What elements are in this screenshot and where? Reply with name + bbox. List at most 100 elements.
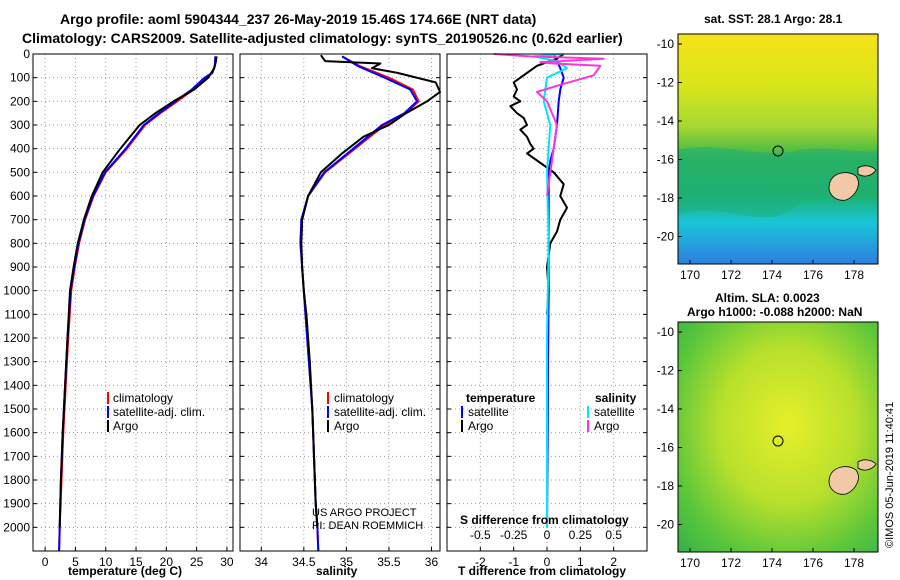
x-tick-label: 35	[340, 555, 354, 569]
depth-tick-label: 1800	[3, 473, 30, 487]
map-lat-label: -10	[657, 325, 675, 339]
x-tick-label: 2	[610, 555, 617, 569]
map-lon-label: 178	[844, 556, 864, 570]
series-line-argo	[300, 54, 441, 528]
x-tick-label: 36	[425, 555, 439, 569]
depth-tick-label: 1200	[3, 331, 30, 345]
x-tick-label: 35.5	[377, 555, 401, 569]
island-shape	[857, 165, 877, 177]
island-shape	[828, 172, 859, 201]
legend-label: climatology	[334, 391, 394, 405]
x-tick-label: 0	[544, 555, 551, 569]
legend-label: satellite-adj. clim.	[113, 405, 205, 419]
depth-tick-label: 1100	[4, 307, 30, 321]
island-shape	[857, 459, 877, 471]
s-difference-label: S difference from climatology	[460, 513, 629, 527]
depth-tick-label: 1400	[3, 378, 30, 392]
legend-heading-temperature: temperature	[466, 391, 536, 405]
temperature-panel: 0 5 10 15 20 25 30 temperature (deg C) climato…	[32, 53, 234, 578]
legend-label: satellite-adj. clim.	[334, 405, 426, 419]
s-difference-tick-label: 0	[544, 528, 551, 542]
series-line-argo	[493, 53, 605, 197]
temperature-frame	[32, 53, 234, 552]
depth-tick-label: 1300	[3, 355, 30, 369]
map-lon-label: 178	[844, 268, 864, 282]
imos-stamp: ©IMOS 05-Jun-2019 11:40:41	[884, 402, 896, 548]
map-lat-label: -18	[657, 479, 675, 493]
depth-tick-label: 200	[10, 94, 30, 108]
temperature-xlabel: temperature (deg C)	[68, 564, 182, 578]
map-lon-label: 176	[803, 268, 823, 282]
s-difference-ticks: -0.5 -0.25 0 0.25 0.5	[470, 528, 622, 542]
legend-label: Argo	[468, 419, 494, 433]
credit-project: US ARGO PROJECT	[312, 507, 417, 519]
s-difference-tick-label: 0.5	[605, 528, 622, 542]
legend-label: satellite	[468, 405, 509, 419]
temperature-x-ticks: 0 5 10 15 20 25 30	[42, 555, 234, 569]
x-tick-label: 25	[190, 555, 204, 569]
temperature-grid	[33, 53, 233, 551]
figure-title: Argo profile: aoml 5904344_237 26-May-20…	[60, 11, 536, 27]
x-tick-label: 20	[160, 555, 174, 569]
map-lon-label: 172	[721, 268, 741, 282]
island-shape	[828, 466, 859, 495]
difference-lines	[493, 53, 605, 528]
map-lat-label: -14	[657, 402, 675, 416]
legend-label: climatology	[113, 391, 173, 405]
argo-location-marker	[772, 435, 784, 447]
map-lat-label: -16	[657, 153, 675, 167]
x-tick-label: -1	[508, 555, 519, 569]
depth-tick-label: 1000	[3, 284, 30, 298]
x-tick-label: 34	[255, 555, 269, 569]
map-lat-label: -12	[657, 76, 675, 90]
depth-tick-label: 300	[10, 118, 30, 132]
map-lat-label: -14	[657, 114, 675, 128]
depth-tick-label: 700	[10, 213, 30, 227]
map-lon-label: 170	[680, 556, 700, 570]
legend-heading-salinity: salinity	[595, 391, 637, 405]
difference-x-ticks: -2 -1 0 1 2	[475, 555, 617, 569]
depth-tick-label: 500	[10, 165, 30, 179]
temperature-lines	[58, 56, 218, 552]
series-line-satellite-adj-clim-	[58, 56, 217, 552]
depth-tick-label: 800	[10, 236, 30, 250]
map-lat-label: -12	[657, 364, 675, 378]
x-tick-label: -2	[475, 555, 486, 569]
map-lon-label: 174	[762, 556, 782, 570]
map-lat-label: -20	[657, 518, 675, 532]
sst-map-ticks: 170 172 174 176 178 -10 -12 -14 -16 -18 -20	[657, 37, 865, 282]
salinity-xlabel: salinity	[316, 564, 358, 578]
sla-map: Altim. SLA: 0.0023 Argo h1000: -0.088 h2…	[657, 291, 879, 570]
map-lon-label: 172	[721, 556, 741, 570]
depth-tick-label: 0	[23, 47, 30, 61]
map-lat-label: -10	[657, 37, 675, 51]
depth-tick-label: 1900	[3, 497, 30, 511]
map-lon-label: 176	[803, 556, 823, 570]
map-lon-label: 170	[680, 268, 700, 282]
legend-label: Argo	[113, 419, 139, 433]
depth-tick-label: 900	[10, 260, 30, 274]
sla-map-subtitle: Argo h1000: -0.088 h2000: NaN	[687, 305, 862, 319]
x-tick-label: 5	[72, 555, 79, 569]
x-tick-label: 0	[42, 555, 49, 569]
legend-label: Argo	[334, 419, 360, 433]
s-difference-tick-label: 0.25	[569, 528, 593, 542]
s-difference-tick-label: -0.5	[470, 528, 491, 542]
map-lat-label: -20	[657, 230, 675, 244]
argo-location-marker	[772, 145, 784, 157]
sla-map-ticks: 170 172 174 176 178 -10 -12 -14 -16 -18 -20	[657, 325, 865, 570]
depth-tick-label: 1700	[3, 449, 30, 463]
legend-label: Argo	[594, 419, 620, 433]
difference-panel: -2 -1 0 1 2 -0.5 -0.25 0 0.25 0.5 S difference f…	[446, 53, 648, 578]
credit-pi: PI: DEAN ROEMMICH	[312, 520, 423, 532]
depth-tick-label: 600	[10, 189, 30, 203]
sla-field	[678, 322, 878, 552]
difference-frame	[446, 53, 648, 552]
salinity-grid	[240, 53, 440, 551]
x-tick-label: 10	[99, 555, 113, 569]
legend-label: satellite	[594, 405, 635, 419]
sst-map-title: sat. SST: 28.1 Argo: 28.1	[704, 12, 843, 26]
sst-warm-band	[678, 147, 878, 218]
x-tick-label: 34.5	[292, 555, 316, 569]
salinity-lines	[299, 54, 441, 552]
